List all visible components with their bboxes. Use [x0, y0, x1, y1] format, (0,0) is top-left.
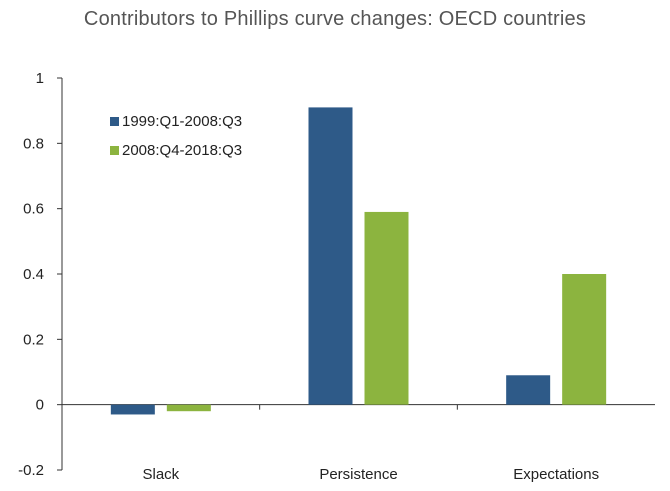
legend-label: 1999:Q1-2008:Q3	[122, 113, 242, 130]
x-category-label: Persistence	[319, 466, 397, 483]
y-tick-label: -0.2	[18, 462, 44, 479]
x-category-label: Expectations	[513, 466, 599, 483]
y-tick-label: 0.8	[23, 135, 44, 152]
y-tick-label: 0.2	[23, 331, 44, 348]
y-tick-label: 0.6	[23, 201, 44, 218]
legend-swatch	[110, 117, 119, 126]
legend-swatch	[110, 146, 119, 155]
legend-label: 2008:Q4-2018:Q3	[122, 142, 242, 159]
bar	[364, 211, 409, 405]
bar	[166, 404, 211, 412]
y-tick-label: 1	[36, 70, 44, 87]
x-category-label: Slack	[142, 466, 179, 483]
y-tick-label: 0.4	[23, 266, 44, 283]
bar	[562, 274, 607, 405]
bar	[506, 375, 551, 405]
chart-title: Contributors to Phillips curve changes: …	[83, 8, 587, 30]
bar	[308, 107, 353, 405]
bar	[110, 404, 155, 415]
y-tick-label: 0	[36, 397, 44, 414]
